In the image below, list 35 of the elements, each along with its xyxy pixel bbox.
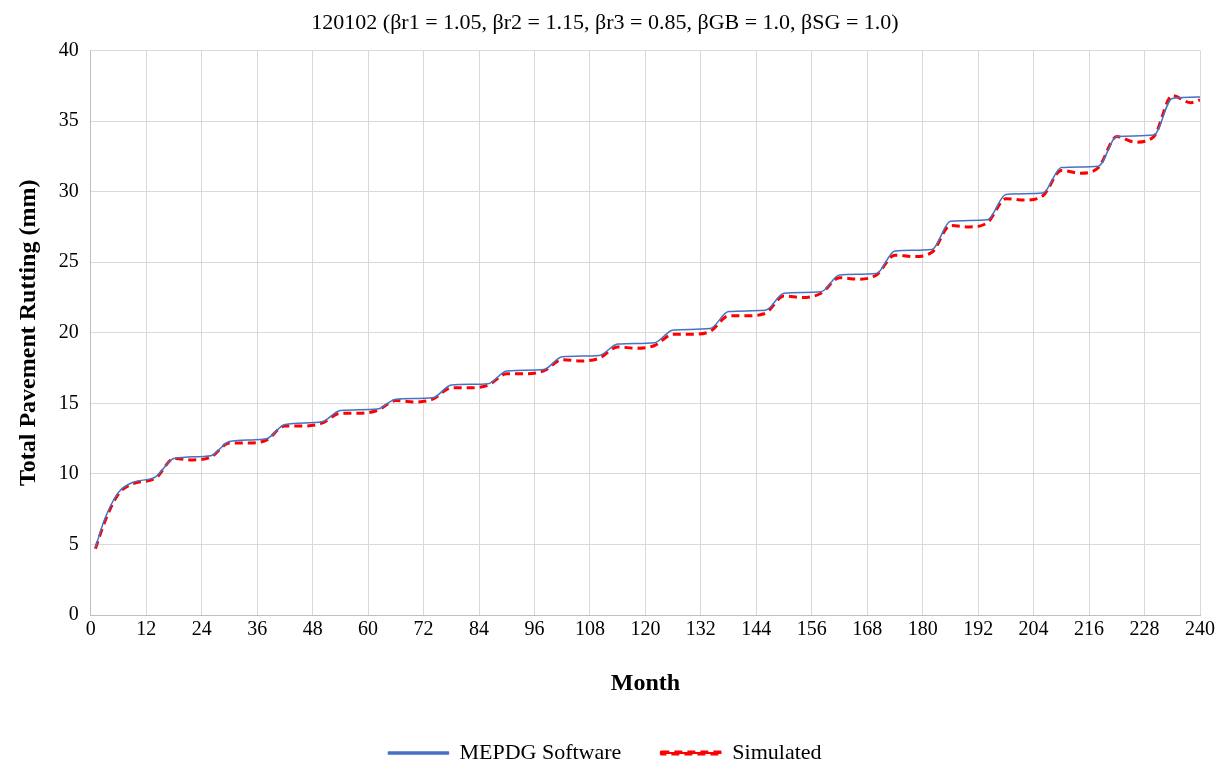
y-tick-label: 40 [58, 37, 79, 60]
y-tick-label: 15 [58, 390, 79, 413]
x-tick-label: 48 [302, 617, 323, 640]
y-tick-label: 20 [58, 320, 79, 343]
x-tick-label: 228 [1129, 617, 1160, 640]
x-axis-title: Month [610, 668, 681, 695]
x-tick-label: 204 [1018, 617, 1049, 640]
x-tick-label: 156 [796, 617, 827, 640]
x-tick-label: 216 [1074, 617, 1105, 640]
y-tick-label: 5 [68, 531, 79, 554]
y-tick-label: 30 [58, 178, 79, 201]
y-tick-label: 10 [58, 461, 79, 484]
y-tick-label: 25 [58, 249, 79, 272]
x-tick-label: 168 [852, 617, 883, 640]
x-tick-label: 240 [1185, 617, 1215, 640]
x-tick-label: 132 [685, 617, 716, 640]
y-tick-label: 0 [68, 602, 79, 625]
x-tick-label: 72 [413, 617, 434, 640]
y-tick-label: 35 [58, 108, 79, 131]
legend-label: MEPDG Software [459, 738, 622, 764]
x-tick-label: 60 [358, 617, 379, 640]
x-tick-label: 144 [741, 617, 772, 640]
x-tick-label: 96 [524, 617, 545, 640]
legend-label: Simulated [732, 738, 822, 764]
x-tick-label: 12 [136, 617, 157, 640]
y-axis-title: Total Pavement Rutting (mm) [13, 179, 40, 487]
x-tick-label: 108 [574, 617, 605, 640]
chart-title: 120102 (βr1 = 1.05, βr2 = 1.15, βr3 = 0.85, βGB = 1.0, βSG = 1.0) [311, 8, 899, 34]
x-tick-label: 36 [247, 617, 268, 640]
x-tick-label: 120 [630, 617, 661, 640]
x-tick-label: 180 [907, 617, 938, 640]
x-tick-label: 84 [469, 617, 490, 640]
x-tick-label: 24 [191, 617, 212, 640]
x-tick-label: 0 [85, 617, 96, 640]
x-tick-label: 192 [963, 617, 994, 640]
